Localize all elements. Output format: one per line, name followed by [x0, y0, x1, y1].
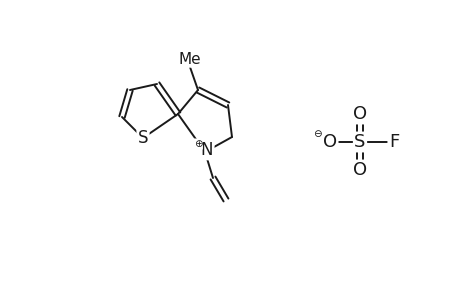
Text: O: O — [352, 105, 366, 123]
Text: Me: Me — [178, 52, 201, 67]
Text: S: S — [137, 129, 148, 147]
Text: S: S — [353, 133, 365, 151]
Text: ⊕: ⊕ — [193, 139, 202, 149]
Text: ⊖: ⊖ — [312, 129, 321, 139]
Text: O: O — [352, 161, 366, 179]
Text: F: F — [388, 133, 398, 151]
Text: N: N — [200, 141, 213, 159]
Text: O: O — [322, 133, 336, 151]
